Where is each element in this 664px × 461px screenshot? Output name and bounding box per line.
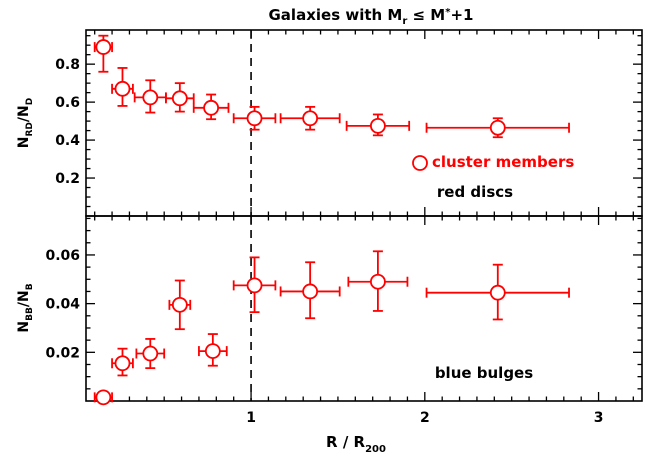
data-point bbox=[133, 79, 167, 114]
data-point bbox=[111, 347, 134, 377]
data-point bbox=[111, 67, 134, 107]
data-point bbox=[93, 389, 113, 406]
panel-top-frame bbox=[85, 29, 643, 217]
marker bbox=[369, 273, 386, 290]
data-point bbox=[192, 93, 230, 121]
data-point bbox=[347, 250, 409, 312]
x-tick-label: 3 bbox=[594, 410, 604, 426]
data-point bbox=[232, 105, 277, 131]
marker bbox=[95, 39, 112, 55]
data-point bbox=[232, 256, 277, 314]
panel-bottom-frame bbox=[85, 215, 643, 402]
panel-top-ylabel: NRD/ND bbox=[16, 98, 35, 148]
data-point bbox=[135, 338, 166, 370]
data-point bbox=[425, 117, 570, 139]
y-tick-label: 0.02 bbox=[45, 345, 80, 361]
x-axis-label: R / R200 bbox=[326, 433, 386, 455]
marker bbox=[489, 284, 506, 301]
panel-bottom-points bbox=[93, 250, 570, 406]
panel-bottom-annotation: blue bulges bbox=[435, 364, 533, 382]
marker bbox=[204, 343, 221, 359]
y-tick-label: 0.6 bbox=[55, 95, 80, 111]
x-tick-labels: 1 2 3 bbox=[246, 410, 603, 426]
panel-bottom: 0.02 0.04 0.06 NBB/NB blue bulges 1 2 3 bbox=[16, 215, 643, 426]
panel-top: 0.2 0.4 0.6 0.8 NRD/ND cluster members red … bbox=[16, 29, 643, 217]
data-point bbox=[345, 113, 411, 137]
marker bbox=[114, 355, 131, 372]
marker bbox=[369, 117, 386, 134]
panel-bottom-ylabel: NBB/NB bbox=[16, 283, 35, 332]
panel-bottom-tick-labels: 0.02 0.04 0.06 bbox=[45, 248, 80, 361]
marker bbox=[203, 99, 220, 116]
marker bbox=[171, 90, 188, 107]
y-tick-label: 0.8 bbox=[55, 57, 80, 73]
panel-top-tick-labels: 0.2 0.4 0.6 0.8 bbox=[55, 57, 80, 187]
data-point bbox=[165, 82, 195, 113]
legend-marker bbox=[412, 155, 428, 171]
marker bbox=[95, 389, 112, 406]
panel-top-ticks bbox=[86, 30, 642, 216]
marker bbox=[489, 119, 506, 136]
marker bbox=[246, 110, 263, 127]
marker bbox=[142, 345, 159, 362]
x-tick-label: 2 bbox=[420, 410, 430, 426]
y-tick-label: 0.4 bbox=[55, 133, 80, 149]
marker bbox=[302, 283, 319, 300]
marker bbox=[142, 89, 159, 106]
chart-title: Galaxies with Mr ≤ M*+1 bbox=[269, 6, 474, 27]
legend-label: cluster members bbox=[432, 153, 574, 171]
marker bbox=[114, 80, 131, 97]
x-tick-label: 1 bbox=[246, 410, 256, 426]
marker bbox=[302, 110, 319, 127]
marker bbox=[246, 277, 263, 294]
panel-top-points bbox=[93, 34, 570, 139]
marker bbox=[171, 296, 188, 313]
data-point bbox=[168, 279, 192, 331]
data-point bbox=[425, 263, 570, 321]
y-tick-label: 0.2 bbox=[55, 171, 80, 187]
data-point bbox=[93, 34, 113, 73]
data-point bbox=[279, 261, 341, 320]
data-point bbox=[279, 105, 341, 131]
data-point bbox=[198, 333, 228, 367]
y-tick-label: 0.04 bbox=[45, 297, 80, 313]
panel-top-annotation: red discs bbox=[437, 183, 513, 201]
y-tick-label: 0.06 bbox=[45, 248, 80, 264]
